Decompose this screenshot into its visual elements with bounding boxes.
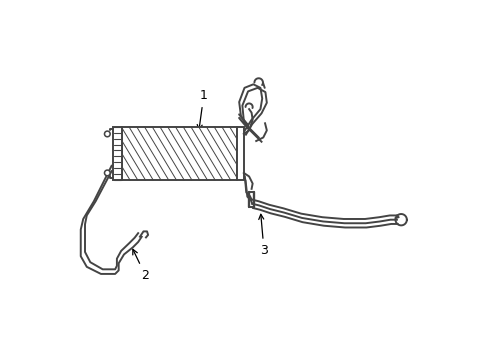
Circle shape <box>104 131 110 137</box>
Bar <box>237 127 244 180</box>
Bar <box>122 127 237 180</box>
Circle shape <box>104 170 110 176</box>
Text: 3: 3 <box>258 214 267 257</box>
Bar <box>113 127 122 180</box>
Bar <box>122 127 237 180</box>
Text: 1: 1 <box>197 89 207 130</box>
Text: 2: 2 <box>133 249 149 282</box>
